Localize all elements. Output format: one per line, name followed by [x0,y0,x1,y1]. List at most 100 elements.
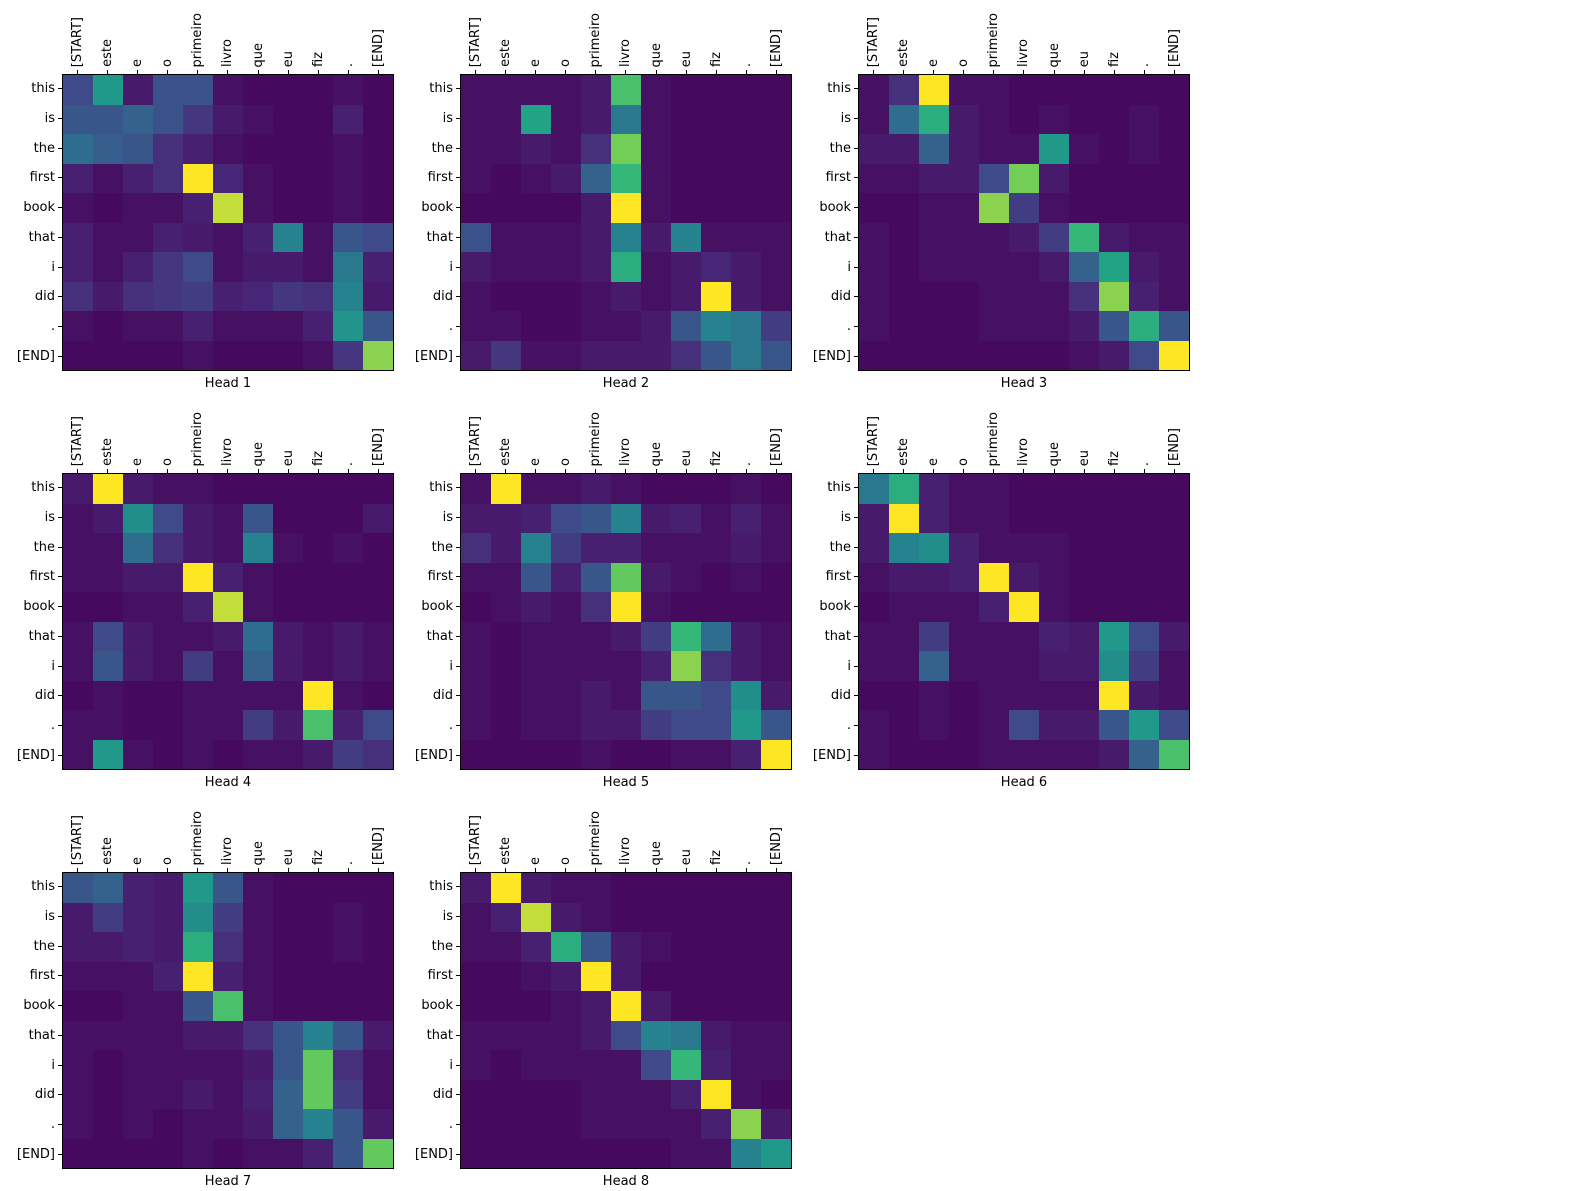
heatmap-cell [1009,621,1039,651]
x-axis-tick-labels: [START] este e o primeiro livro que eu fiz. [END] [62,403,394,473]
x-tick-label: livro [611,438,641,473]
heatmap-cell [183,474,213,504]
x-tick-label: o [551,857,581,872]
heatmap-cell [491,562,521,592]
heatmap-cell [123,621,153,651]
heatmap-cell [1129,592,1159,622]
x-tick-label-text: [START] [865,415,881,466]
heatmap-cell [521,222,551,252]
heatmap-cell [671,680,701,710]
x-tick-label-text: o [956,59,972,67]
heatmap-cell [93,1109,123,1139]
heatmap-cell [153,621,183,651]
heatmap-cell [461,533,491,563]
heatmap-cell [273,680,303,710]
heatmap-cell [491,739,521,769]
heatmap-cell [303,474,333,504]
heatmap-cell [123,710,153,740]
heatmap-cell [243,252,273,282]
heatmap-cell [63,1109,93,1139]
heatmap-cell [63,281,93,311]
heatmap-cell [243,281,273,311]
heatmap-cell [551,75,581,105]
heatmap-cell [1159,710,1189,740]
y-tick-label: first [6,163,62,193]
x-tick-label: livro [213,39,243,74]
heatmap-cell [641,562,671,592]
heatmap-cell [93,340,123,370]
heatmap-cell [213,621,243,651]
x-tick-label: que [1039,43,1069,75]
heatmap-cell [1099,533,1129,563]
heatmap-cell [123,163,153,193]
y-tick-label: did [6,1080,62,1110]
x-tick-label-text: fiz [1107,51,1123,67]
heatmap-cell [889,252,919,282]
heatmap-cell [761,134,791,164]
heatmap-cell [243,562,273,592]
heatmap-cell [671,193,701,223]
x-tick-label-text: que [1046,42,1062,68]
heatmap-cell [213,932,243,962]
heatmap-cell [273,503,303,533]
x-tick-label-text: [START] [865,16,881,67]
heatmap-cell [63,193,93,223]
heatmap-cell [611,1138,641,1168]
x-tick-label-text: fiz [311,450,327,466]
heatmap-cell [1099,503,1129,533]
x-tick-label-text: fiz [1107,450,1123,466]
heatmap-cell [581,1138,611,1168]
heatmap-cell [641,281,671,311]
heatmap-cell [1129,281,1159,311]
x-tick-label: [END] [1160,29,1190,74]
heatmap-cell [1129,739,1159,769]
subplot-title: Head 8 [602,1174,650,1189]
y-tick-label: [END] [802,341,858,371]
x-tick-label-text: e [527,59,543,67]
heatmap-cell [581,1050,611,1080]
y-tick-label: . [802,312,858,342]
y-tick-label: that [404,622,460,652]
heatmap-cell [63,621,93,651]
x-tick-label: eu [273,849,303,872]
heatmap-cell [1009,651,1039,681]
heatmap-cell [303,222,333,252]
x-tick-label: este [92,837,122,872]
heatmap-cell [273,932,303,962]
x-tick-label-text: [END] [371,28,387,67]
heatmap-cell [731,961,761,991]
heatmap-cell [859,651,889,681]
heatmap-cell [859,134,889,164]
heatmap-cell [213,75,243,105]
x-tick-label: livro [1009,438,1039,473]
heatmap-cell [243,104,273,134]
x-tick-label: e [918,59,948,74]
heatmap-cell [701,311,731,341]
heatmap-cell [701,1138,731,1168]
x-tick-label-text: eu [280,449,296,466]
heatmap-cell [153,281,183,311]
x-tick-label-text: que [648,840,664,866]
heatmap-cell [731,1109,761,1139]
heatmap-cell [1159,281,1189,311]
heatmap-cell [303,680,333,710]
heatmap-cell [183,680,213,710]
heatmap-cell [1159,474,1189,504]
heatmap-cell [461,739,491,769]
heatmap-cell [461,991,491,1021]
heatmap-cell [273,533,303,563]
heatmap-cell [333,104,363,134]
heatmap-grid [460,473,792,770]
heatmap-cell [363,562,393,592]
heatmap-cell [761,340,791,370]
heatmap-cell [979,680,1009,710]
heatmap-cell [919,710,949,740]
y-tick-label: . [404,711,460,741]
subplot-title: Head 7 [204,1174,252,1189]
heatmap-cell [611,222,641,252]
heatmap-cell [1009,104,1039,134]
heatmap-cell [859,592,889,622]
heatmap-cell [611,193,641,223]
heatmap-cell [641,621,671,651]
heatmap-cell [303,503,333,533]
